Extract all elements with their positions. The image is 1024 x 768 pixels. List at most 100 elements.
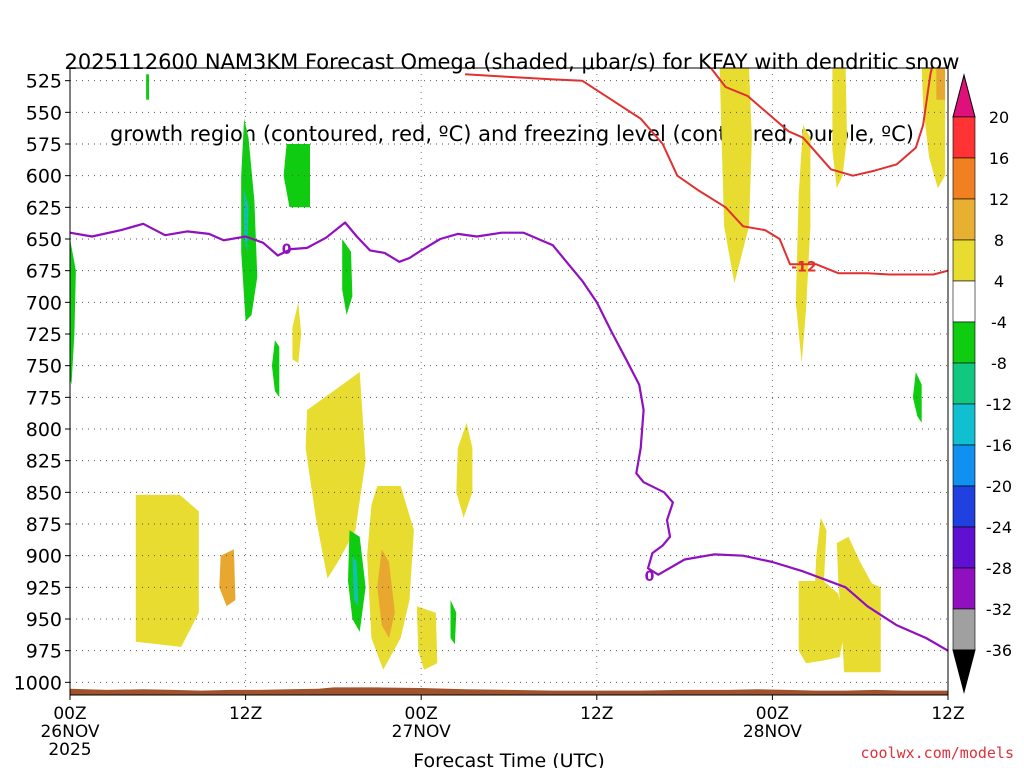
omega-region-9 xyxy=(795,125,811,364)
colorbar-swatch-2 xyxy=(952,198,976,241)
dgz-isotherm-label: -12 xyxy=(791,260,816,276)
freezing-level-line xyxy=(69,221,949,652)
colorbar-swatch-5 xyxy=(952,321,976,364)
ground-layer xyxy=(70,687,948,695)
omega-region-6 xyxy=(456,422,473,518)
colorbar-label-4: 4 xyxy=(994,272,1004,291)
x-tick-label-36: 12Z xyxy=(580,704,613,724)
omega-region-24 xyxy=(352,555,359,607)
omega-region-14 xyxy=(836,536,881,673)
y-tick-label-750: 750 xyxy=(26,356,62,378)
x-tick-date-24: 27NOV xyxy=(392,722,451,742)
omega-region-5 xyxy=(416,606,438,670)
y-tick-label-550: 550 xyxy=(26,102,62,124)
colorbar-label-5: -4 xyxy=(991,313,1007,332)
x-tick-date-48: 28NOV xyxy=(743,722,802,742)
x-tick-label-24: 00Z xyxy=(405,704,438,724)
omega-region-22 xyxy=(271,340,280,398)
omega-region-20 xyxy=(283,144,310,208)
y-tick-label-800: 800 xyxy=(26,419,62,441)
plot-frame xyxy=(69,67,949,696)
colorbar-swatch-9 xyxy=(952,485,976,528)
omega-region-0 xyxy=(135,494,199,647)
colorbar-swatch-3 xyxy=(952,239,976,282)
dgz-isotherm-line xyxy=(465,73,949,276)
omega-region-15 xyxy=(813,517,827,626)
y-tick-label-725: 725 xyxy=(26,324,62,346)
plot-border xyxy=(69,67,949,696)
omega-shading xyxy=(70,68,946,673)
colorbar-swatch-11 xyxy=(952,567,976,610)
y-tick-label-525: 525 xyxy=(26,71,62,93)
omega-region-4 xyxy=(377,549,395,638)
colorbar-label-11: -28 xyxy=(986,559,1012,578)
colorbar-swatch-8 xyxy=(952,444,976,487)
omega-region-21 xyxy=(342,239,353,315)
y-tick-label-825: 825 xyxy=(26,451,62,473)
colorbar-label-2: 12 xyxy=(989,190,1009,209)
colorbar-swatch-0 xyxy=(952,116,976,159)
y-tick-label-950: 950 xyxy=(26,609,62,631)
y-tick-label-700: 700 xyxy=(26,292,62,314)
omega-region-12 xyxy=(936,68,946,100)
colorbar-label-8: -16 xyxy=(986,436,1012,455)
y-tick-label-925: 925 xyxy=(26,577,62,599)
colorbar-label-6: -8 xyxy=(991,354,1007,373)
x-tick-label-12: 12Z xyxy=(229,704,262,724)
colorbar-swatch-6 xyxy=(952,362,976,405)
x-tick-date-0: 26NOV xyxy=(40,722,99,742)
x-axis-label: Forecast Time (UTC) xyxy=(413,750,604,768)
y-tick-label-900: 900 xyxy=(26,546,62,568)
colorbar-swatch-4 xyxy=(952,280,976,323)
colorbar-label-13: -36 xyxy=(986,641,1012,660)
colorbar-label-9: -20 xyxy=(986,477,1012,496)
omega-region-16 xyxy=(70,239,76,385)
y-tick-label-675: 675 xyxy=(26,261,62,283)
dgz-upper-line xyxy=(710,67,933,177)
omega-region-13 xyxy=(798,581,846,664)
colorbar-swatch-10 xyxy=(952,526,976,569)
watermark-link[interactable]: coolwx.com/models xyxy=(860,744,1014,762)
omega-region-2 xyxy=(305,372,366,579)
colorbar-label-3: 8 xyxy=(994,231,1004,250)
colorbar-swatch-7 xyxy=(952,403,976,446)
omega-region-7 xyxy=(292,302,302,364)
y-tick-label-1000: 1000 xyxy=(14,672,62,694)
y-tick-label-850: 850 xyxy=(26,482,62,504)
colorbar-swatch-12 xyxy=(952,608,976,651)
x-tick-label-60: 12Z xyxy=(931,704,964,724)
y-tick-label-975: 975 xyxy=(26,641,62,663)
y-tick-label-775: 775 xyxy=(26,387,62,409)
y-tick-label-600: 600 xyxy=(26,166,62,188)
colorbar-label-0: 20 xyxy=(989,108,1009,127)
freezing-level-label-2: 0 xyxy=(645,569,655,585)
colorbar-label-7: -12 xyxy=(986,395,1012,414)
omega-region-1 xyxy=(219,549,236,607)
colorbar-label-1: 16 xyxy=(989,149,1009,168)
colorbar-swatch-1 xyxy=(952,157,976,200)
omega-region-26 xyxy=(912,372,922,423)
freezing-level-label: 0 xyxy=(282,242,292,258)
x-tick-label-48: 00Z xyxy=(756,704,789,724)
y-tick-label-875: 875 xyxy=(26,514,62,536)
ground-fill xyxy=(70,687,948,695)
contours: 0 0 -12 xyxy=(69,67,949,652)
colorbar-bottom-arrow xyxy=(952,649,976,694)
y-tick-label-575: 575 xyxy=(26,134,62,156)
x-tick-year-0: 2025 xyxy=(48,740,91,760)
omega-region-18 xyxy=(241,118,258,322)
omega-region-8 xyxy=(719,68,752,284)
omega-region-17 xyxy=(146,74,149,100)
x-tick-label-0: 00Z xyxy=(53,704,86,724)
y-axis: 525 550 575 600 625 650 675 700 725 750 775 800 825 8… xyxy=(14,71,70,694)
grid-lines xyxy=(70,68,948,695)
colorbar-label-10: -24 xyxy=(986,518,1012,537)
colorbar: 20 16 12 8 4 -4 -8 -12 -16 -20 -24 -28 -32 -36 xyxy=(952,73,1012,694)
colorbar-label-12: -32 xyxy=(986,600,1012,619)
y-tick-label-625: 625 xyxy=(26,197,62,219)
colorbar-top-arrow xyxy=(952,73,976,118)
omega-region-25 xyxy=(450,600,457,645)
omega-region-10 xyxy=(832,68,847,189)
